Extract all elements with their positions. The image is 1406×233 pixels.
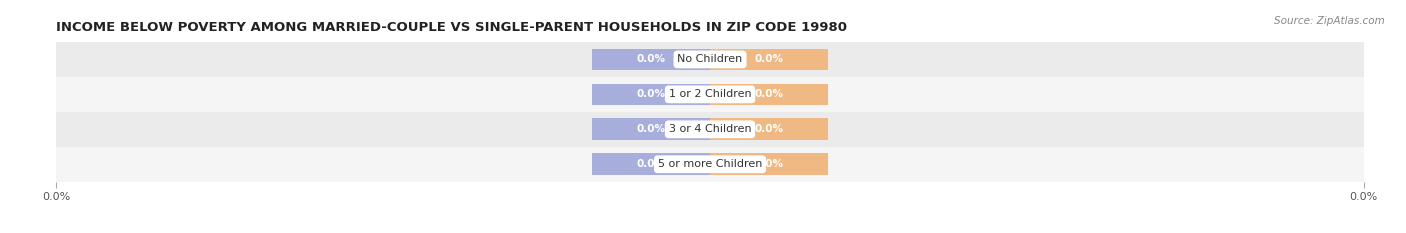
Text: 0.0%: 0.0% xyxy=(637,159,665,169)
Bar xyxy=(56,42,1364,77)
Bar xyxy=(592,49,710,70)
Text: 0.0%: 0.0% xyxy=(755,159,783,169)
Bar xyxy=(592,84,710,105)
Bar xyxy=(592,154,710,175)
Bar xyxy=(710,49,828,70)
Text: 0.0%: 0.0% xyxy=(637,55,665,64)
Bar xyxy=(710,84,828,105)
Text: 0.0%: 0.0% xyxy=(637,89,665,99)
Bar xyxy=(592,118,710,140)
Text: 0.0%: 0.0% xyxy=(755,55,783,64)
Text: No Children: No Children xyxy=(678,55,742,64)
Bar xyxy=(56,77,1364,112)
Bar xyxy=(710,118,828,140)
Bar xyxy=(710,154,828,175)
Text: Source: ZipAtlas.com: Source: ZipAtlas.com xyxy=(1274,16,1385,26)
Text: 5 or more Children: 5 or more Children xyxy=(658,159,762,169)
Text: 0.0%: 0.0% xyxy=(755,124,783,134)
Text: 0.0%: 0.0% xyxy=(637,124,665,134)
Text: INCOME BELOW POVERTY AMONG MARRIED-COUPLE VS SINGLE-PARENT HOUSEHOLDS IN ZIP COD: INCOME BELOW POVERTY AMONG MARRIED-COUPL… xyxy=(56,21,848,34)
Bar xyxy=(56,147,1364,182)
Bar xyxy=(56,112,1364,147)
Text: 3 or 4 Children: 3 or 4 Children xyxy=(669,124,751,134)
Text: 0.0%: 0.0% xyxy=(755,89,783,99)
Text: 1 or 2 Children: 1 or 2 Children xyxy=(669,89,751,99)
